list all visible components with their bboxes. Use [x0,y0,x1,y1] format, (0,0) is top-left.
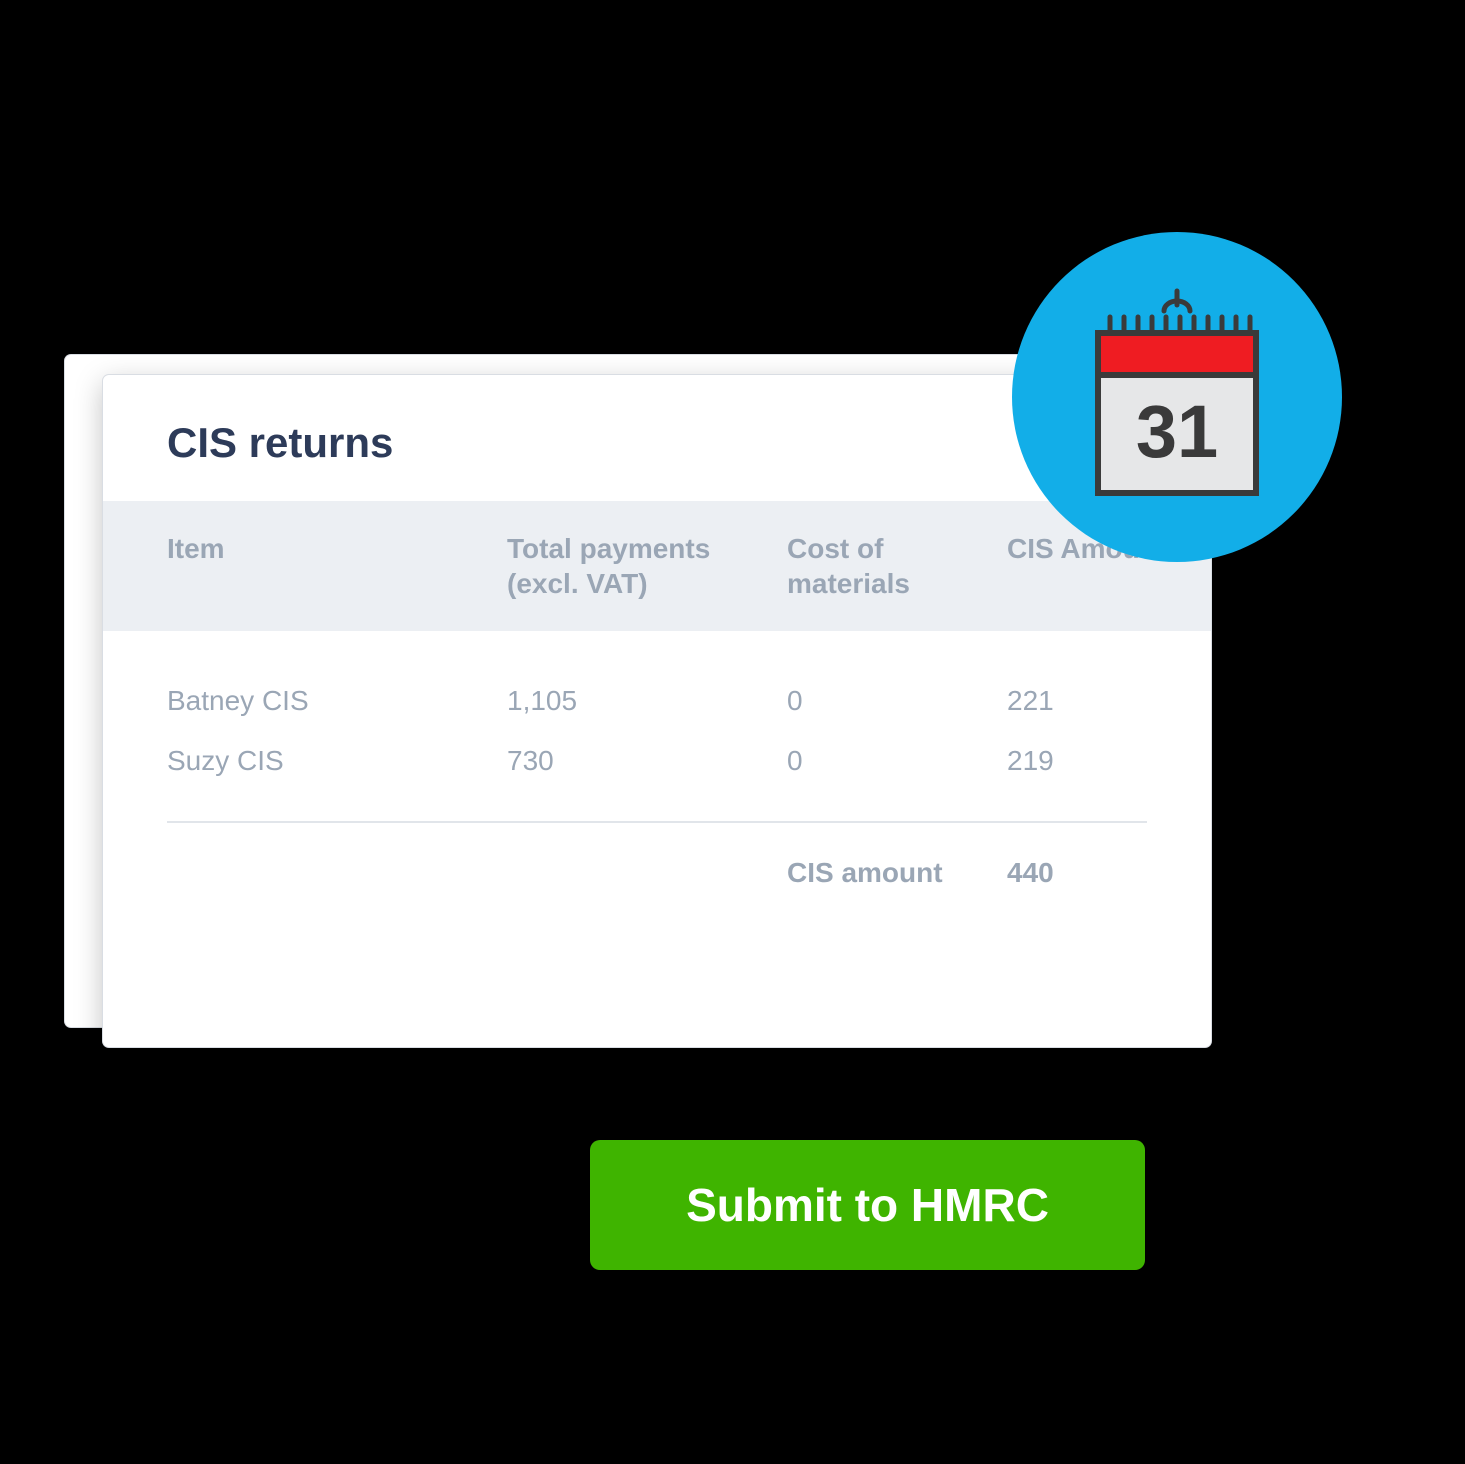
col-cost-materials: Cost of materials [787,531,987,601]
submit-to-hmrc-button[interactable]: Submit to HMRC [590,1140,1145,1270]
cell-item: Suzy CIS [167,745,487,777]
table-header: Item Total payments (excl. VAT) Cost of … [103,501,1211,631]
col-item: Item [167,531,487,601]
table-body: Batney CIS 1,105 0 221 Suzy CIS 730 0 21… [103,631,1211,791]
cell-cost-materials: 0 [787,685,987,717]
table-row: Batney CIS 1,105 0 221 [167,671,1147,731]
submit-button-label: Submit to HMRC [686,1178,1049,1232]
calendar-badge: 31 [1012,232,1342,562]
cell-total-payments: 730 [507,745,767,777]
cell-cis-amount: 219 [1007,745,1167,777]
total-value: 440 [1007,857,1167,889]
cell-cost-materials: 0 [787,745,987,777]
calendar-icon: 31 [1082,287,1272,507]
col-total-payments: Total payments (excl. VAT) [507,531,767,601]
cell-cis-amount: 221 [1007,685,1167,717]
table-total-row: CIS amount 440 [103,823,1211,889]
total-label: CIS amount [787,857,987,889]
table-row: Suzy CIS 730 0 219 [167,731,1147,791]
calendar-day: 31 [1136,390,1218,473]
cell-total-payments: 1,105 [507,685,767,717]
cell-item: Batney CIS [167,685,487,717]
